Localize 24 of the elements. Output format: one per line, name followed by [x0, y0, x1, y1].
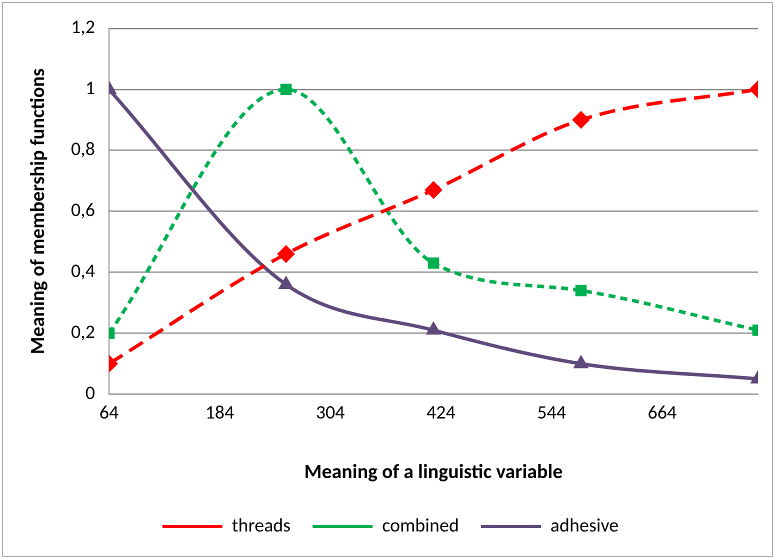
x-tick-label: 544: [537, 401, 566, 424]
x-axis-title: Meaning of a linguistic variable: [304, 460, 563, 484]
y-tick-label: 0,8: [70, 138, 95, 162]
point: [424, 180, 442, 199]
point: [280, 84, 292, 96]
x-tick-label: 64: [99, 401, 119, 424]
point: [572, 110, 590, 129]
point: [277, 244, 295, 263]
y-tick-label: 0,2: [70, 320, 95, 344]
x-tick-label: 304: [316, 401, 346, 424]
legend-label: combined: [382, 514, 459, 538]
point: [575, 284, 587, 296]
y-tick-label: 1,2: [70, 16, 95, 40]
x-tick-label: 184: [205, 401, 234, 424]
y-tick-label: 0: [85, 382, 96, 405]
legend-label: threads: [232, 514, 291, 538]
x-tick-label: 664: [648, 401, 677, 424]
y-tick-label: 1: [85, 77, 95, 100]
x-tick-label: 424: [426, 401, 456, 424]
legend-label: adhesive: [550, 514, 619, 538]
y-tick-label: 0,4: [70, 260, 96, 284]
point: [428, 257, 440, 269]
y-tick-label: 0,6: [70, 199, 95, 222]
y-axis-title: Meaning of membership functions: [26, 68, 50, 354]
